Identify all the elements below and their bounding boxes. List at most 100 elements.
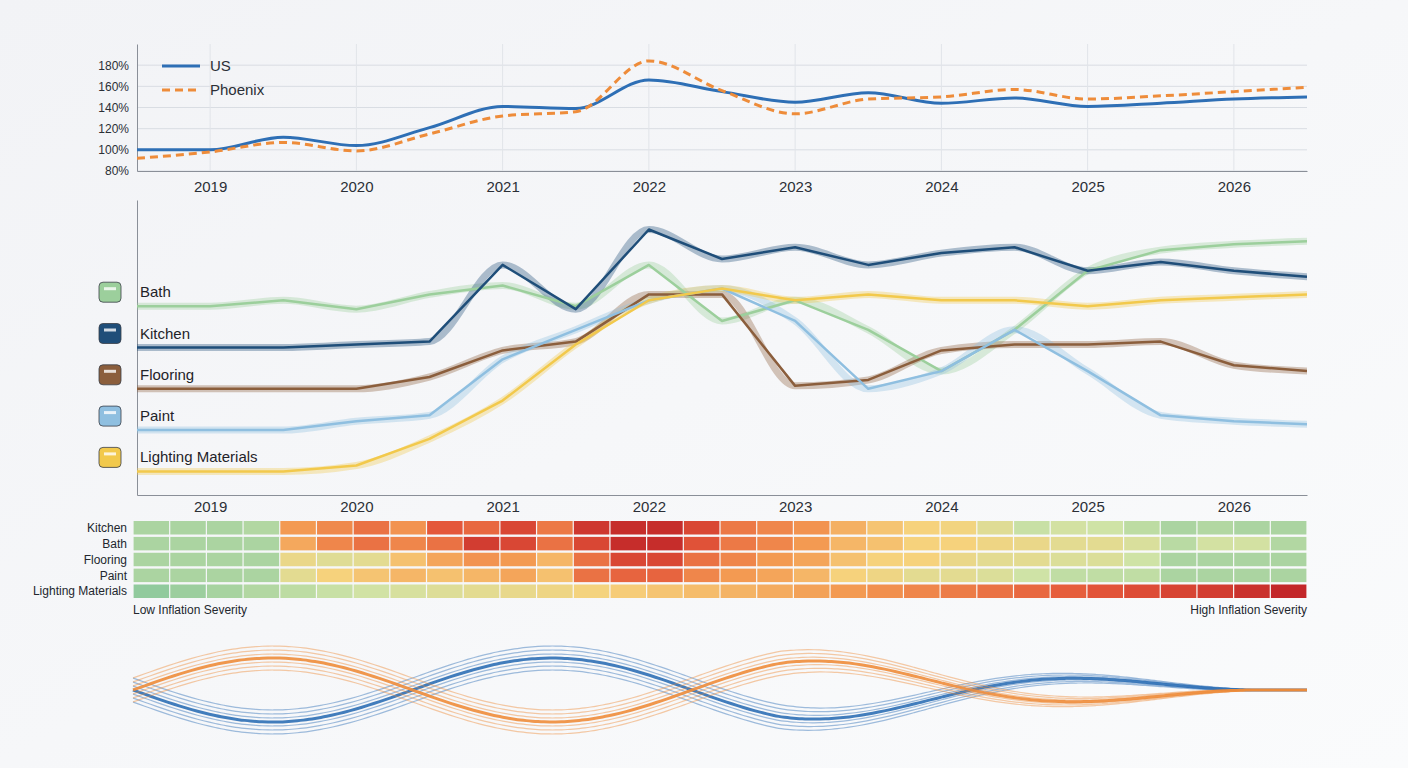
y-tick-label: 100% xyxy=(98,143,129,157)
heatmap-cell xyxy=(867,537,902,550)
heatmap-cell xyxy=(244,521,279,534)
heatmap-cell xyxy=(904,521,939,534)
series-line xyxy=(137,289,1307,431)
line-chart: 20192020202120222023202420252026BathKitc… xyxy=(99,201,1308,515)
heatmap-cell xyxy=(684,537,719,550)
series-line xyxy=(137,294,1307,388)
y-tick: 80% xyxy=(105,164,137,178)
heatmap-cell xyxy=(611,553,646,566)
legend-icon-detail xyxy=(104,411,116,414)
legend-icon xyxy=(99,282,121,302)
x-tick: 2021 xyxy=(486,171,519,195)
heatmap-row-label: Paint xyxy=(100,569,128,583)
legend-icon-shape xyxy=(99,324,121,344)
heatmap-cell xyxy=(757,521,792,534)
grid-line-x xyxy=(648,44,649,171)
heatmap-cell xyxy=(574,537,609,550)
x-tick: 2024 xyxy=(925,495,958,515)
legend: BathKitchenFlooringPaintLighting Materia… xyxy=(99,282,258,467)
heatmap-cell xyxy=(1087,521,1122,534)
heatmap-cell xyxy=(1124,537,1159,550)
heatmap-cell xyxy=(831,537,866,550)
heatmap-cell xyxy=(977,585,1012,598)
y-tick: 140% xyxy=(98,101,137,115)
y-tick-label: 140% xyxy=(98,101,129,115)
heatmap-cell xyxy=(977,569,1012,582)
legend-icon-shape xyxy=(99,282,121,302)
heatmap-cell xyxy=(647,585,682,598)
legend-icon xyxy=(99,324,121,344)
y-tick: 120% xyxy=(98,122,137,136)
heatmap-cell xyxy=(647,521,682,534)
heatmap-cell xyxy=(1198,553,1233,566)
heatmap-cell xyxy=(317,553,352,566)
heatmap-cell xyxy=(207,521,242,534)
y-axis-line xyxy=(137,45,138,172)
x-tick: 2022 xyxy=(633,495,666,515)
y-tick: 180% xyxy=(98,59,137,73)
heatmap-cell xyxy=(1161,553,1196,566)
legend-label: Kitchen xyxy=(140,325,190,342)
grid-line-y xyxy=(137,65,1307,66)
heatmap-cell xyxy=(1161,585,1196,598)
heatmap-cell xyxy=(1271,553,1306,566)
heatmap-cell xyxy=(317,537,352,550)
x-tick-label: 2026 xyxy=(1218,498,1251,515)
heatmap-cell xyxy=(611,521,646,534)
heatmap-cell xyxy=(537,537,572,550)
legend-icon xyxy=(99,406,121,426)
heatmap-cell xyxy=(794,585,829,598)
x-tick: 2022 xyxy=(633,171,666,195)
x-tick: 2019 xyxy=(194,171,227,195)
x-tick: 2026 xyxy=(1218,171,1251,195)
heatmap-cell xyxy=(1271,537,1306,550)
heatmap-cell xyxy=(464,521,499,534)
heatmap-cell xyxy=(574,569,609,582)
heatmap-cell xyxy=(390,521,425,534)
y-tick: 100% xyxy=(98,143,137,157)
plot-area xyxy=(137,61,1307,158)
grid-line-x xyxy=(941,44,942,171)
heatmap-cells xyxy=(134,521,1307,598)
x-tick-label: 2023 xyxy=(779,498,812,515)
heatmap-cell xyxy=(941,537,976,550)
heatmap-cell xyxy=(1087,553,1122,566)
heatmap-cell xyxy=(647,569,682,582)
heatmap-cell xyxy=(317,569,352,582)
heatmap-cell xyxy=(904,537,939,550)
heatmap-cell xyxy=(721,537,756,550)
heatmap-cell xyxy=(867,569,902,582)
heatmap-cell xyxy=(354,521,389,534)
y-tick: 160% xyxy=(98,80,137,94)
grid-line-y xyxy=(137,86,1307,87)
heatmap-cell xyxy=(1087,569,1122,582)
heatmap-cell xyxy=(1087,585,1122,598)
decorative-strand xyxy=(133,666,1307,730)
heatmap-cell xyxy=(1124,521,1159,534)
heatmap-cell xyxy=(1198,569,1233,582)
heatmap-cell xyxy=(1271,569,1306,582)
heatmap-cell xyxy=(831,553,866,566)
heatmap-cell xyxy=(867,553,902,566)
heatmap-cell xyxy=(170,569,205,582)
heatmap-cell xyxy=(390,585,425,598)
heatmap-cell xyxy=(134,585,169,598)
grid-line-y xyxy=(137,149,1307,150)
background xyxy=(0,0,1408,768)
heatmap-cell xyxy=(427,553,462,566)
legend-icon-shape xyxy=(99,365,121,385)
heatmap-cell xyxy=(134,521,169,534)
heatmap-cell xyxy=(1161,537,1196,550)
heatmap-cell xyxy=(611,537,646,550)
grid-line-x xyxy=(795,44,796,171)
heatmap-cell xyxy=(611,585,646,598)
heatmap-cell xyxy=(537,553,572,566)
heatmap-cell xyxy=(941,585,976,598)
heatmap-cell xyxy=(244,553,279,566)
legend-icon-detail xyxy=(104,370,116,373)
grid-line-y xyxy=(137,128,1307,129)
legend-label: Lighting Materials xyxy=(140,448,258,465)
heatmap-cell xyxy=(1198,521,1233,534)
heatmap-cell xyxy=(684,521,719,534)
heatmap-cell xyxy=(647,553,682,566)
